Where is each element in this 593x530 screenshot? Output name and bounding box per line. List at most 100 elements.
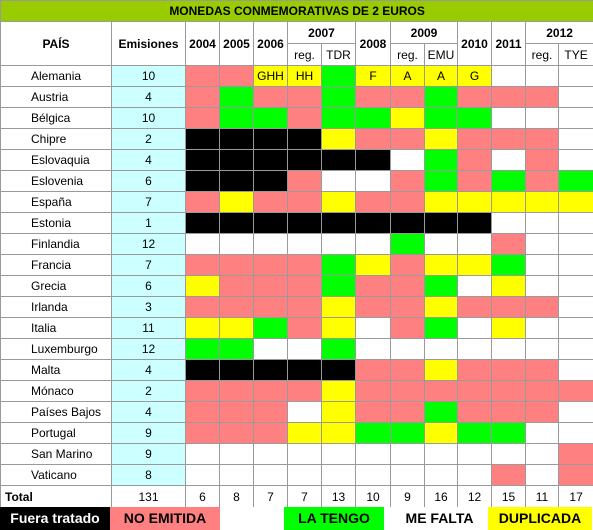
coin-cell-2010 [457,86,492,108]
coin-cell-2007-tdr [321,317,356,339]
emisiones-count: 7 [111,254,186,276]
coin-cell-2012-tye [557,275,593,297]
coin-cell-2011 [491,422,526,444]
coin-cell-2009-emu [424,359,458,381]
coin-cell-2008 [355,422,391,444]
coin-cell-2011 [491,233,526,255]
coin-cell-2010 [457,233,492,255]
emisiones-count: 9 [111,443,186,465]
coin-cell-2009-reg [390,107,425,129]
total-2007-reg: 7 [287,485,322,508]
coin-cell-2007-tdr [321,149,356,171]
coin-cell-2007-reg [287,254,322,276]
coin-cell-2007-reg [287,401,322,423]
coin-cell-2005 [219,149,254,171]
coin-cell-2009-reg [390,233,425,255]
coin-cell-2009-emu [424,254,458,276]
table-row: Mónaco 2 [0,380,593,402]
coin-cell-2010 [457,296,492,318]
coin-cell-2004 [185,338,220,360]
coin-cell-2012-reg [525,86,559,108]
coin-cell-2012-tye [557,464,593,486]
coin-cell-2004 [185,275,220,297]
emisiones-count: 8 [111,464,186,486]
coin-cell-2009-reg [390,170,425,192]
coin-cell-2005 [219,359,254,381]
coin-cell-2012-tye [557,86,593,108]
emisiones-count: 2 [111,128,186,150]
table-row: Italia 11 [0,317,593,339]
table-row: Eslovenia 6 [0,170,593,192]
coin-cell-2005 [219,338,254,360]
coin-cell-2012-reg [525,149,559,171]
coin-cell-2009-emu [424,464,458,486]
coin-cell-2009-reg [390,380,425,402]
coin-cell-2009-emu [424,170,458,192]
coin-cell-2007-reg [287,296,322,318]
country-name: Mónaco [0,380,112,402]
emisiones-count: 7 [111,191,186,213]
coin-cell-2012-tye [557,149,593,171]
coin-cell-2007-tdr [321,359,356,381]
coin-cell-2007-tdr [321,212,356,234]
coin-cell-2007-tdr [321,275,356,297]
coin-cell-2010 [457,464,492,486]
table-row: Portugal 9 [0,422,593,444]
coin-cell-2012-tye [557,212,593,234]
total-emisiones: 131 [111,485,186,508]
coin-cell-2008 [355,233,391,255]
coin-cell-2008 [355,128,391,150]
coin-cell-2007-tdr [321,380,356,402]
coin-cell-2012-reg [525,401,559,423]
coin-cell-2012-tye [557,191,593,213]
coin-cell-2008 [355,254,391,276]
coin-cell-2009-reg [390,149,425,171]
coin-cell-2004 [185,464,220,486]
header-2012-tye: TYE [557,43,593,66]
coin-cell-2012-reg [525,233,559,255]
country-name: Alemania [0,65,112,87]
coin-cell-2009-emu [424,191,458,213]
coin-cell-2005 [219,275,254,297]
coin-table: MONEDAS CONMEMORATIVAS DE 2 EUROS PAÍS E… [0,0,593,508]
emisiones-count: 1 [111,212,186,234]
coin-cell-2009-reg: A [390,65,425,87]
country-name: Bélgica [0,107,112,129]
coin-cell-2009-emu [424,401,458,423]
coin-cell-2012-reg [525,170,559,192]
coin-cell-2012-tye [557,401,593,423]
country-name: Estonia [0,212,112,234]
emisiones-count: 4 [111,86,186,108]
coin-cell-2006: GHH [253,65,288,87]
coin-cell-2010: G [457,65,492,87]
header-2007-tdr: TDR [321,43,356,66]
total-2008: 10 [355,485,391,508]
coin-cell-2011 [491,65,526,87]
coin-cell-2011 [491,464,526,486]
coin-cell-2007-tdr [321,338,356,360]
coin-cell-2011 [491,170,526,192]
header-2009: 2009 [390,21,458,44]
coin-cell-2011 [491,107,526,129]
coin-cell-2007-reg [287,86,322,108]
table-row: Grecia 6 [0,275,593,297]
coin-cell-2005 [219,191,254,213]
coin-cell-2012-tye [557,65,593,87]
coin-cell-2008 [355,170,391,192]
emisiones-count: 6 [111,275,186,297]
coin-cell-2009-emu [424,317,458,339]
coin-cell-2006 [253,464,288,486]
coin-cell-2006 [253,107,288,129]
header-2012: 2012 [524,21,593,44]
coin-cell-2005 [219,212,254,234]
coin-cell-2011 [491,128,526,150]
coin-cell-2007-reg [287,170,322,192]
coin-cell-2009-reg [390,275,425,297]
coin-cell-2008 [355,401,391,423]
coin-cell-2012-reg [525,212,559,234]
table-row: Finlandia 12 [0,233,593,255]
table-row: Chipre 2 [0,128,593,150]
coin-cell-2004 [185,191,220,213]
coin-cell-2005 [219,317,254,339]
